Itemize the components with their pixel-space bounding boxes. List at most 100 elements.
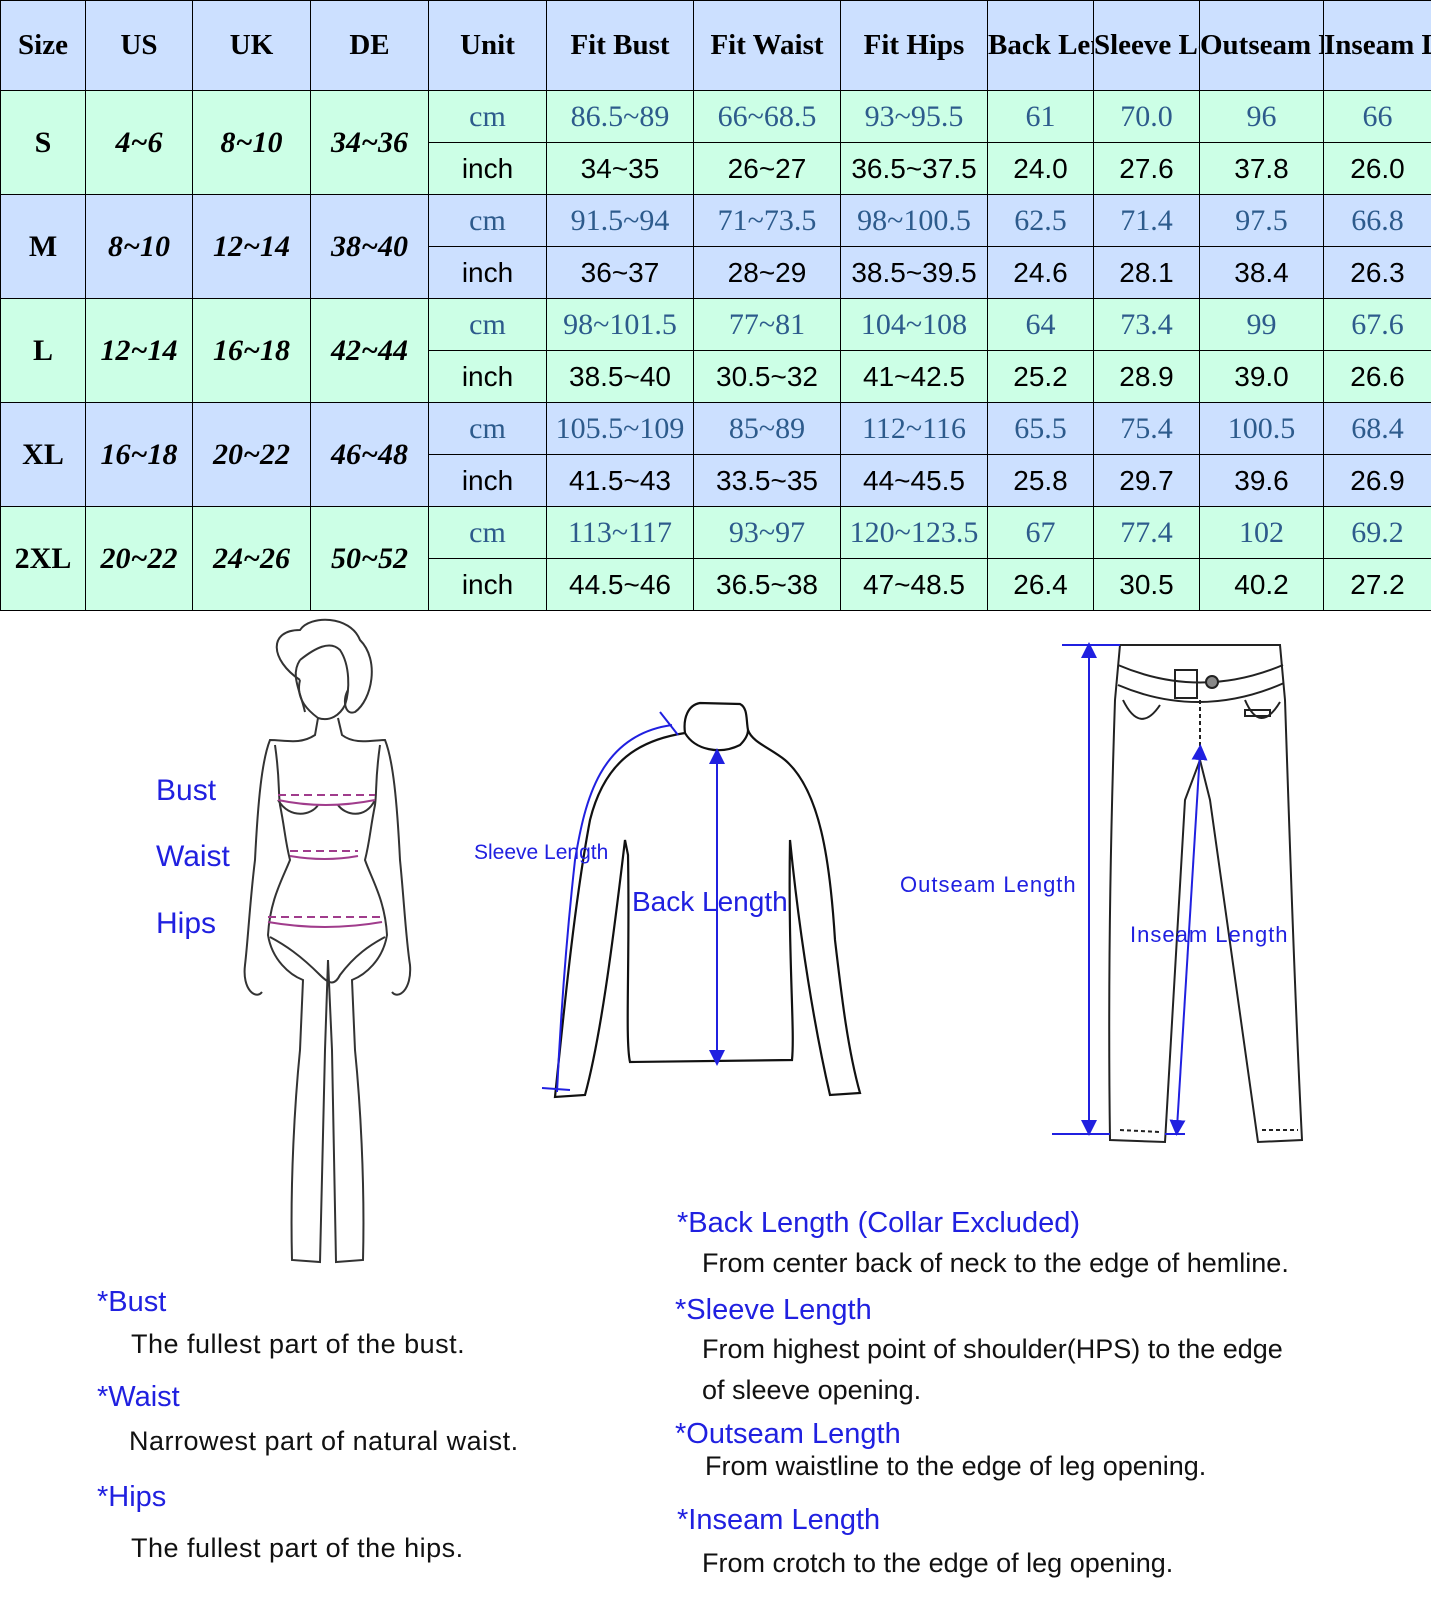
measurement-cell: 26~27 [693, 142, 841, 195]
measurement-cell: 27.2 [1323, 558, 1431, 611]
column-header: Size [0, 0, 86, 91]
body-measure-lines [267, 794, 383, 928]
measurement-cell: 24.0 [987, 142, 1094, 195]
measurement-cell: 27.6 [1093, 142, 1200, 195]
header-row: Size US UK DE Unit Fit Bust Fit Waist Fit Hips B… [0, 0, 1431, 91]
measurement-cell: 30.5 [1093, 558, 1200, 611]
measurement-cell: 38.5~39.5 [840, 246, 988, 299]
measurement-cell: 28.1 [1093, 246, 1200, 299]
measurement-cell: 36.5~37.5 [840, 142, 988, 195]
unit-cell: cm [428, 90, 547, 143]
shirt-illustration [553, 701, 862, 1099]
us-size-cell: 8~10 [85, 194, 193, 299]
measurement-cell: 96 [1199, 90, 1324, 143]
measurement-cell: 68.4 [1323, 402, 1431, 455]
measurement-cell: 47~48.5 [840, 558, 988, 611]
column-header: Unit [428, 0, 547, 91]
measurement-cell: 112~116 [840, 402, 988, 455]
measurement-cell: 28~29 [693, 246, 841, 299]
de-size-cell: 46~48 [310, 402, 429, 507]
measurement-cell: 91.5~94 [546, 194, 694, 247]
waist-definition-term: *Waist [97, 1381, 180, 1413]
measurement-cell: 38.4 [1199, 246, 1324, 299]
measurement-cell: 120~123.5 [840, 506, 988, 559]
uk-size-cell: 24~26 [192, 506, 311, 611]
uk-size-cell: 16~18 [192, 298, 311, 403]
measurement-cell: 39.0 [1199, 350, 1324, 403]
unit-cell: cm [428, 298, 547, 351]
measurement-cell: 64 [987, 298, 1094, 351]
outseam-length-definition-text: From waistline to the edge of leg openin… [705, 1451, 1207, 1481]
size-cell: S [0, 90, 86, 195]
measurement-cell: 37.8 [1199, 142, 1324, 195]
column-header: Back Length [987, 0, 1094, 91]
uk-size-cell: 20~22 [192, 402, 311, 507]
measurement-cell: 25.2 [987, 350, 1094, 403]
measurement-cell: 104~108 [840, 298, 988, 351]
sleeve-length-label: Sleeve Length [474, 841, 609, 864]
table-row: XL 16~18 20~22 46~48 cm 105.5~109 85~89 112~116… [0, 402, 1431, 507]
measurement-cell: 66~68.5 [693, 90, 841, 143]
measurement-cell: 26.4 [987, 558, 1094, 611]
measurement-cell: 36.5~38 [693, 558, 841, 611]
measurement-cell: 41~42.5 [840, 350, 988, 403]
measurement-cell: 33.5~35 [693, 454, 841, 507]
bust-definition-term: *Bust [97, 1286, 167, 1318]
measurement-cell: 66.8 [1323, 194, 1431, 247]
unit-cell: inch [428, 246, 547, 299]
outseam-length-label: Outseam Length [900, 872, 1077, 897]
size-cell: XL [0, 402, 86, 507]
back-length-label: Back Length [632, 886, 788, 917]
us-size-cell: 20~22 [85, 506, 193, 611]
measurement-cell: 40.2 [1199, 558, 1324, 611]
measurement-cell: 73.4 [1093, 298, 1200, 351]
table-row: S 4~6 8~10 34~36 cm 86.5~89 66~68.5 93~95.5 61 70… [0, 90, 1431, 195]
pants-illustration [1108, 644, 1304, 1144]
inseam-length-label: Inseam Length [1130, 922, 1289, 947]
pants-measure-lines [1052, 642, 1208, 1136]
measurement-cell: 66 [1323, 90, 1431, 143]
table-row: M 8~10 12~14 38~40 cm 91.5~94 71~73.5 98~100.5 6… [0, 194, 1431, 299]
size-chart-table: Size US UK DE Unit Fit Bust Fit Waist Fit Hips B… [0, 0, 1431, 611]
measurement-cell: 62.5 [987, 194, 1094, 247]
unit-cell: cm [428, 506, 547, 559]
measurement-cell: 29.7 [1093, 454, 1200, 507]
measurement-cell: 36~37 [546, 246, 694, 299]
unit-cell: inch [428, 142, 547, 195]
measurement-cell: 98~100.5 [840, 194, 988, 247]
measurement-cell: 93~97 [693, 506, 841, 559]
column-header: Sleeve Length [1093, 0, 1200, 91]
bust-label: Bust [156, 774, 217, 807]
table-row: inch 36~37 28~29 38.5~39.5 24.6 28.1 38.4 26.3 [1, 246, 1431, 299]
measurement-cell: 30.5~32 [693, 350, 841, 403]
measurement-cell: 105.5~109 [546, 402, 694, 455]
hips-label: Hips [156, 907, 217, 940]
waist-definition-text: Narrowest part of natural waist. [129, 1426, 519, 1456]
hips-definition-term: *Hips [97, 1481, 167, 1513]
measurement-cell: 71.4 [1093, 194, 1200, 247]
unit-cell: cm [428, 194, 547, 247]
measurement-cell: 102 [1199, 506, 1324, 559]
column-header: Fit Bust [546, 0, 694, 91]
inseam-length-definition-term: *Inseam Length [677, 1504, 881, 1536]
measurement-cell: 25.8 [987, 454, 1094, 507]
table-row: inch 34~35 26~27 36.5~37.5 24.0 27.6 37.8 26.0 [1, 142, 1431, 195]
back-length-definition-text: From center back of neck to the edge of … [702, 1248, 1289, 1278]
measurement-cell: 26.0 [1323, 142, 1431, 195]
measurement-cell: 93~95.5 [840, 90, 988, 143]
table-row: inch 44.5~46 36.5~38 47~48.5 26.4 30.5 40.2 27.… [1, 558, 1431, 611]
measurement-cell: 67 [987, 506, 1094, 559]
de-size-cell: 42~44 [310, 298, 429, 403]
outseam-length-definition-term: *Outseam Length [675, 1418, 901, 1450]
column-header: Fit Hips [840, 0, 988, 91]
measurement-cell: 24.6 [987, 246, 1094, 299]
us-size-cell: 4~6 [85, 90, 193, 195]
column-header: DE [310, 0, 429, 91]
waist-label: Waist [156, 840, 230, 873]
measurement-cell: 70.0 [1093, 90, 1200, 143]
unit-cell: cm [428, 402, 547, 455]
measurement-cell: 77~81 [693, 298, 841, 351]
measurement-cell: 99 [1199, 298, 1324, 351]
de-size-cell: 38~40 [310, 194, 429, 299]
woman-figure-illustration [243, 618, 412, 1264]
